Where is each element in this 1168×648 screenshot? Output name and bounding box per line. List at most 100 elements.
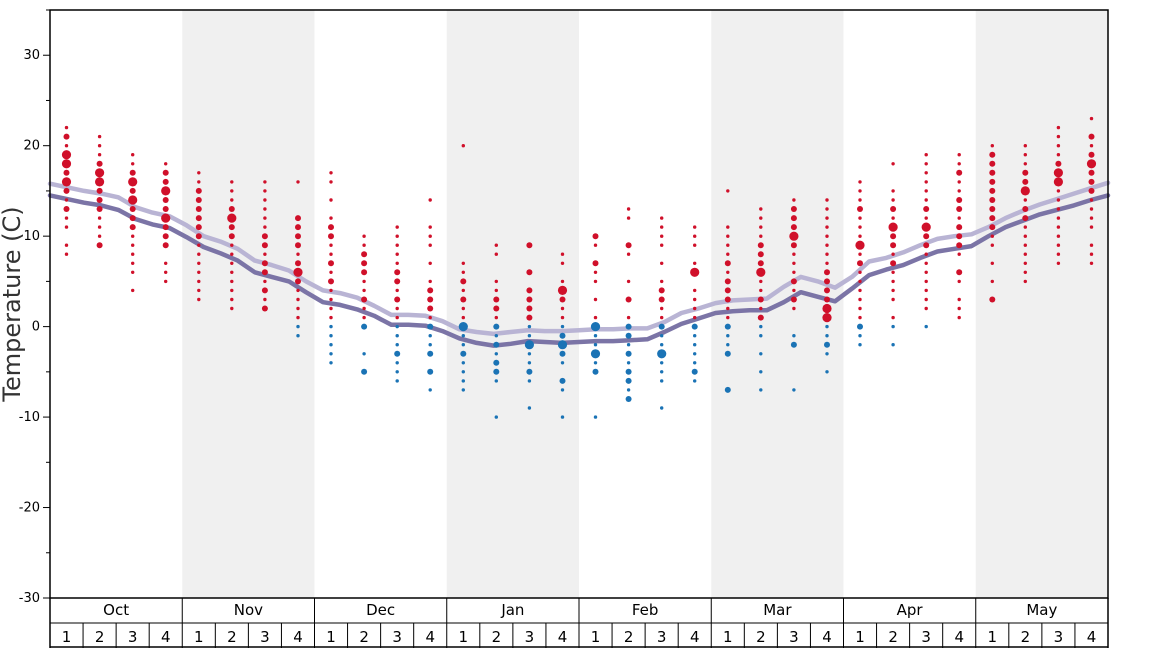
- scatter-point: [329, 324, 333, 329]
- scatter-point: [759, 279, 763, 284]
- scatter-point: [559, 350, 566, 357]
- scatter-point: [693, 297, 697, 302]
- scatter-point: [494, 288, 498, 293]
- scatter-point: [825, 216, 829, 220]
- scatter-point: [1023, 252, 1027, 256]
- scatter-point: [825, 243, 829, 247]
- scatter-point: [131, 243, 135, 247]
- scatter-point: [1056, 234, 1061, 238]
- scatter-point: [328, 224, 334, 231]
- scatter-point: [626, 216, 631, 220]
- scatter-point: [593, 361, 598, 365]
- scatter-point: [329, 252, 333, 256]
- scatter-point: [64, 252, 69, 256]
- scatter-point: [395, 343, 399, 347]
- scatter-point: [560, 324, 565, 329]
- scatter-point: [394, 296, 401, 303]
- scatter-point: [129, 215, 136, 222]
- scatter-point: [461, 315, 465, 320]
- scatter-point: [858, 343, 862, 347]
- scatter-point: [858, 252, 862, 256]
- scatter-point: [625, 350, 632, 357]
- scatter-point: [361, 368, 368, 375]
- scatter-points: [61, 116, 1097, 419]
- week-label: 1: [459, 628, 469, 646]
- scatter-point: [494, 379, 498, 383]
- scatter-point: [329, 270, 333, 274]
- scatter-point: [162, 224, 169, 231]
- month-label: Oct: [103, 601, 129, 619]
- trend-lines: [47, 180, 1111, 348]
- scatter-point: [1089, 243, 1094, 247]
- scatter-point: [924, 198, 928, 202]
- scatter-point: [560, 252, 565, 256]
- scatter-point: [1056, 125, 1061, 130]
- scatter-point: [461, 261, 465, 265]
- scatter-point: [890, 242, 897, 249]
- scatter-point: [858, 180, 862, 184]
- scatter-point: [131, 252, 135, 256]
- scatter-point: [1056, 153, 1061, 157]
- scatter-point: [593, 297, 598, 302]
- scatter-point: [460, 296, 467, 303]
- week-label: 1: [326, 628, 336, 646]
- scatter-point: [329, 198, 333, 202]
- scatter-point: [822, 313, 832, 323]
- scatter-point: [329, 288, 333, 293]
- scatter-point: [989, 151, 996, 158]
- scatter-point: [924, 189, 928, 193]
- scatter-point: [660, 370, 664, 374]
- scatter-point: [1056, 261, 1061, 265]
- scatter-point: [230, 198, 234, 202]
- scatter-point: [658, 296, 665, 303]
- scatter-point: [428, 279, 432, 284]
- scatter-point: [428, 388, 432, 392]
- scatter-point: [923, 206, 930, 212]
- scatter-point: [957, 315, 961, 320]
- scatter-point: [891, 297, 895, 302]
- scatter-point: [924, 279, 928, 284]
- scatter-point: [63, 133, 70, 140]
- scatter-point: [1089, 144, 1094, 148]
- scatter-point: [195, 197, 202, 203]
- week-label: 3: [525, 628, 535, 646]
- scatter-point: [362, 234, 366, 238]
- scatter-point: [956, 233, 963, 240]
- scatter-point: [924, 171, 928, 175]
- week-label: 4: [425, 628, 435, 646]
- scatter-point: [957, 180, 961, 184]
- scatter-point: [460, 278, 467, 285]
- scatter-point: [1088, 187, 1095, 194]
- scatter-point: [660, 315, 664, 320]
- scatter-point: [97, 225, 102, 229]
- scatter-point: [560, 361, 565, 365]
- week-label: 1: [62, 628, 72, 646]
- scatter-point: [195, 215, 202, 222]
- scatter-point: [792, 334, 796, 338]
- scatter-point: [724, 296, 731, 303]
- scatter-point: [759, 225, 763, 229]
- scatter-point: [1056, 198, 1061, 202]
- scatter-point: [660, 343, 664, 347]
- scatter-point: [957, 153, 961, 157]
- scatter-point: [924, 162, 928, 166]
- scatter-point: [296, 297, 300, 302]
- scatter-point: [660, 234, 664, 238]
- scatter-point: [625, 368, 632, 375]
- scatter-point: [693, 288, 697, 293]
- scatter-point: [97, 134, 102, 139]
- scatter-point: [593, 270, 598, 274]
- scatter-point: [825, 252, 829, 256]
- scatter-point: [1022, 178, 1029, 185]
- scatter-point: [129, 224, 136, 231]
- scatter-point: [263, 216, 267, 220]
- scatter-point: [693, 379, 697, 383]
- scatter-point: [1089, 116, 1094, 121]
- scatter-point: [295, 233, 301, 240]
- scatter-point: [526, 242, 533, 249]
- scatter-point: [1056, 189, 1061, 193]
- scatter-point: [756, 267, 766, 277]
- week-label: 2: [756, 628, 766, 646]
- scatter-point: [1022, 169, 1029, 176]
- scatter-point: [759, 324, 763, 329]
